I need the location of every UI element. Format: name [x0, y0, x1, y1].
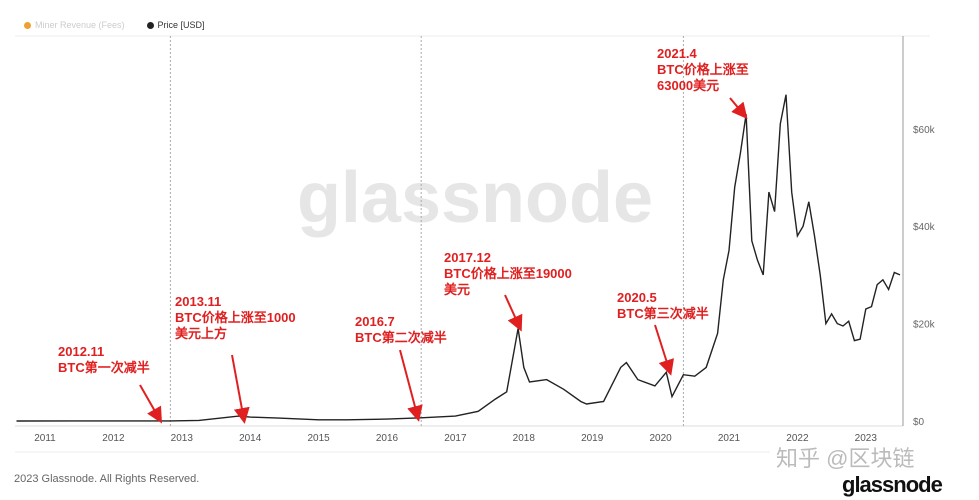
- legend-label: Price [USD]: [157, 20, 205, 30]
- annotation-text: 2013.11: [175, 294, 221, 309]
- annotation-text: 2020.5: [617, 290, 657, 305]
- x-tick-label: 2011: [34, 433, 56, 444]
- y-tick-label: $20k: [913, 320, 936, 331]
- annotation-text: 63000美元: [657, 78, 719, 93]
- legend-dot: [146, 21, 154, 29]
- legend-dot: [24, 21, 31, 29]
- annotation-text: BTC价格上涨至: [657, 62, 749, 77]
- glassnode-watermark: glassnode: [297, 158, 653, 238]
- annotation-arrow: [139, 384, 162, 424]
- annotation-text: BTC价格上涨至1000: [175, 310, 296, 325]
- x-tick-label: 2018: [513, 433, 536, 444]
- x-tick-label: 2015: [307, 433, 330, 444]
- y-tick-label: $40k: [913, 222, 936, 233]
- annotation-text: 美元: [444, 282, 470, 297]
- x-tick-label: 2013: [171, 433, 194, 444]
- legend-label: Miner Revenue (Fees): [35, 20, 125, 30]
- annotation-text: 2016.7: [355, 314, 395, 329]
- annotation-text: 美元上方: [175, 326, 227, 341]
- annotation-text: BTC第一次减半: [58, 360, 150, 375]
- annotation-text: BTC价格上涨至19000: [444, 266, 572, 281]
- x-tick-label: 2014: [239, 433, 262, 444]
- legend-item-price[interactable]: Price [USD]: [146, 20, 205, 30]
- annotation-arrow: [399, 349, 423, 422]
- annotation-arrow: [729, 97, 748, 120]
- annotation-text: BTC第二次减半: [355, 330, 447, 345]
- x-tick-label: 2022: [786, 433, 809, 444]
- annotation-arrow: [654, 324, 674, 376]
- x-tick-label: 2021: [718, 433, 741, 444]
- annotation-arrow: [504, 294, 523, 332]
- x-tick-label: 2012: [102, 433, 125, 444]
- y-tick-label: $0: [913, 417, 925, 428]
- zhihu-watermark: 知乎 @区块链: [776, 446, 915, 471]
- x-tick-label: 2017: [444, 433, 467, 444]
- copyright-footer: 2023 Glassnode. All Rights Reserved.: [14, 473, 200, 485]
- y-tick-label: $60k: [913, 125, 936, 136]
- annotation-text: BTC第三次减半: [617, 306, 709, 321]
- x-tick-label: 2020: [649, 433, 672, 444]
- annotation-text: 2021.4: [657, 46, 698, 61]
- annotation-text: 2017.12: [444, 250, 491, 265]
- legend-item-miner-revenue[interactable]: Miner Revenue (Fees): [24, 20, 125, 30]
- price-line: [16, 94, 901, 422]
- annotation-arrow: [231, 354, 250, 424]
- glassnode-logo: glassnode: [842, 472, 943, 497]
- x-tick-label: 2016: [376, 433, 399, 444]
- annotation-text: 2012.11: [58, 344, 104, 359]
- x-tick-label: 2023: [855, 433, 878, 444]
- x-tick-label: 2019: [581, 433, 604, 444]
- legend: Miner Revenue (Fees) Price [USD]: [24, 20, 205, 30]
